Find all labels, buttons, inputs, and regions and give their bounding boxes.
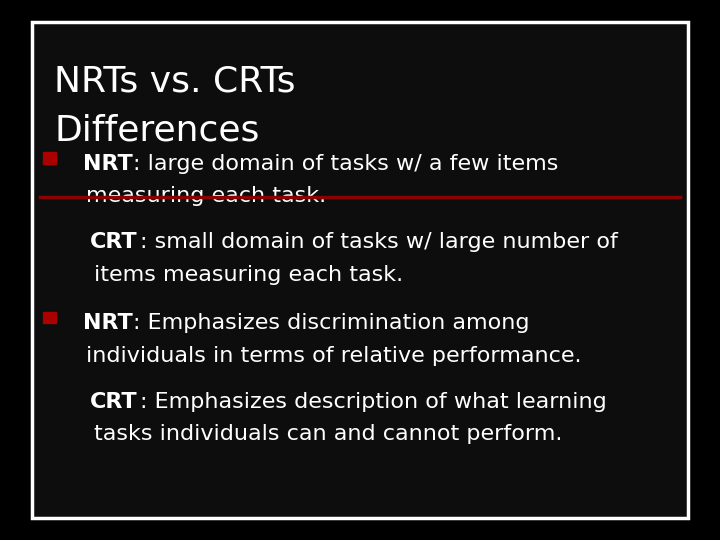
Text: Differences: Differences [54,113,259,147]
Text: individuals in terms of relative performance.: individuals in terms of relative perform… [86,346,582,366]
Text: NRT: NRT [83,313,132,333]
Text: : small domain of tasks w/ large number of: : small domain of tasks w/ large number … [140,232,618,252]
Text: NRT: NRT [83,154,132,174]
Text: measuring each task.: measuring each task. [86,186,327,206]
Text: : Emphasizes description of what learning: : Emphasizes description of what learnin… [140,392,607,411]
Text: CRT: CRT [90,392,138,411]
Text: CRT: CRT [90,232,138,252]
Text: items measuring each task.: items measuring each task. [94,265,402,285]
Text: : Emphasizes discrimination among: : Emphasizes discrimination among [133,313,530,333]
Text: tasks individuals can and cannot perform.: tasks individuals can and cannot perform… [94,424,562,444]
Text: NRTs vs. CRTs: NRTs vs. CRTs [54,65,295,99]
Text: : large domain of tasks w/ a few items: : large domain of tasks w/ a few items [133,154,559,174]
